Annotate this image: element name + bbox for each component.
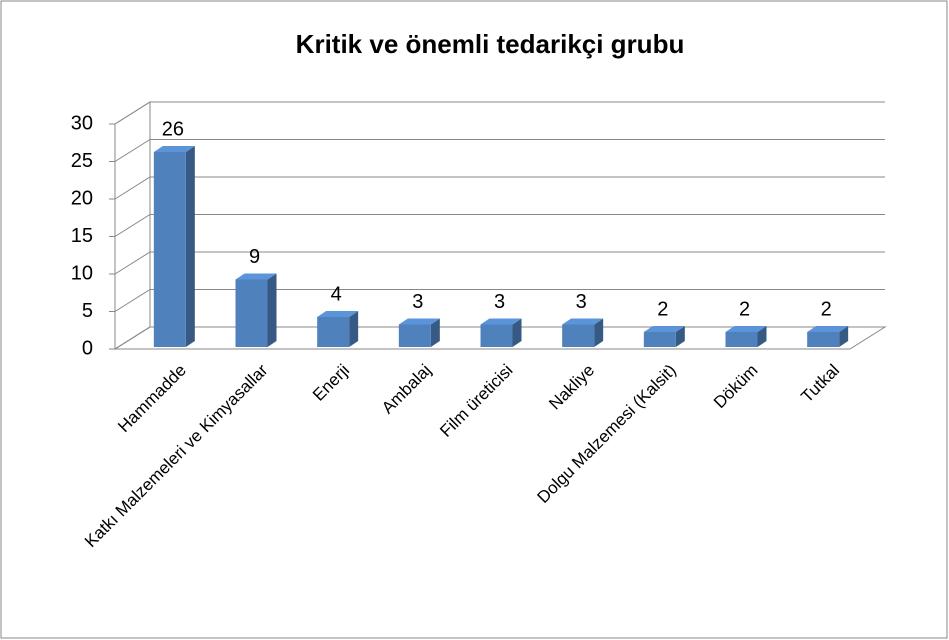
bar-face — [643, 326, 685, 332]
y-tick-label: 15 — [71, 225, 93, 247]
grid-line — [114, 214, 885, 237]
value-label: 4 — [331, 283, 342, 305]
grid-line — [114, 289, 885, 312]
value-label: 2 — [739, 298, 750, 320]
value-label: 3 — [412, 291, 423, 313]
bar-face — [480, 318, 522, 325]
y-tick-label: 30 — [71, 112, 93, 134]
bar-face — [562, 318, 604, 325]
bar — [725, 326, 767, 347]
value-label: 3 — [576, 291, 587, 313]
grid-line — [114, 326, 885, 350]
bar-face — [675, 326, 685, 347]
bar-face — [807, 332, 840, 347]
y-tick-label: 5 — [82, 300, 93, 322]
grid-line — [114, 139, 885, 162]
bar-face — [349, 311, 359, 347]
bar-face — [235, 279, 268, 347]
grid-line — [114, 101, 885, 125]
bar-face — [757, 326, 767, 347]
bar — [153, 146, 195, 347]
bar-face — [398, 318, 440, 325]
bar-face — [839, 326, 849, 347]
bar — [480, 318, 522, 347]
y-tick-label: 10 — [71, 262, 93, 284]
y-tick-label: 0 — [82, 337, 93, 359]
bar — [562, 318, 604, 347]
value-label: 2 — [657, 298, 668, 320]
value-label: 2 — [821, 298, 832, 320]
bar-face — [317, 317, 350, 347]
bar-face — [153, 152, 186, 347]
bar-face — [267, 273, 277, 347]
chart-title: Kritik ve önemli tedarikçi grubu — [296, 29, 685, 59]
bar — [398, 318, 440, 347]
y-tick-label: 25 — [71, 150, 93, 172]
bar-face — [317, 311, 359, 317]
bar — [643, 326, 685, 347]
bar-face — [562, 324, 595, 347]
bar-face — [725, 326, 767, 332]
grid-line — [114, 176, 885, 200]
bar-face — [725, 332, 758, 347]
bar-face — [643, 332, 676, 347]
bar-face — [594, 318, 604, 347]
y-tick-label: 20 — [71, 187, 93, 209]
bar — [807, 326, 849, 347]
bar-face — [235, 273, 277, 280]
bar-face — [185, 146, 195, 347]
bar-face — [480, 324, 513, 347]
value-label: 26 — [162, 118, 184, 140]
bar-face — [807, 326, 849, 332]
value-label: 9 — [249, 246, 260, 268]
bar — [317, 311, 359, 347]
bar-face — [153, 146, 195, 152]
value-label: 3 — [494, 291, 505, 313]
bar — [235, 273, 277, 347]
grid-line — [114, 251, 885, 275]
bar-face — [430, 318, 440, 347]
bar-face — [398, 324, 431, 347]
bar-face — [512, 318, 522, 347]
